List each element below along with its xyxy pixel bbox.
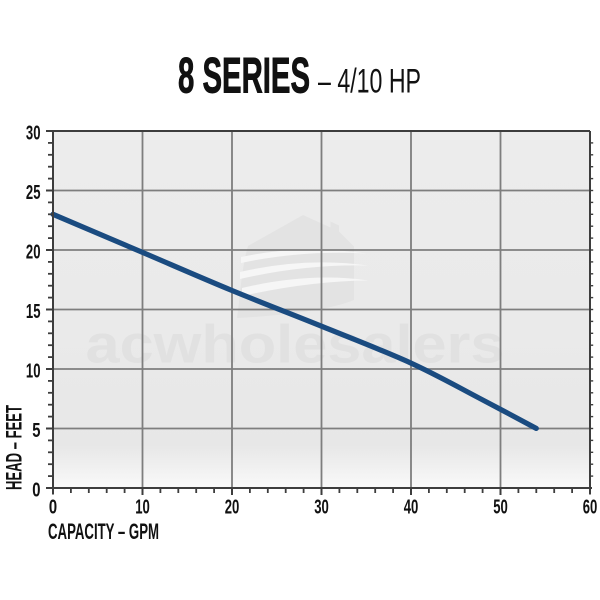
svg-text:– 4/10 HP: – 4/10 HP	[318, 63, 421, 101]
svg-text:30: 30	[314, 496, 329, 518]
svg-text:15: 15	[26, 300, 41, 322]
svg-text:0: 0	[32, 478, 40, 501]
svg-text:HEAD – FEET: HEAD – FEET	[2, 405, 27, 490]
svg-text:50: 50	[493, 496, 508, 518]
svg-text:10: 10	[135, 496, 150, 518]
svg-text:20: 20	[26, 241, 41, 263]
svg-text:8 SERIES: 8 SERIES	[178, 48, 310, 104]
svg-text:30: 30	[26, 122, 41, 144]
svg-text:acwholesalers: acwholesalers	[86, 315, 505, 375]
svg-text:10: 10	[26, 360, 41, 382]
svg-text:20: 20	[225, 496, 240, 518]
svg-text:40: 40	[404, 496, 419, 518]
svg-text:5: 5	[32, 419, 40, 442]
svg-text:25: 25	[26, 181, 41, 203]
svg-text:0: 0	[49, 495, 57, 518]
svg-text:CAPACITY – GPM: CAPACITY – GPM	[48, 519, 159, 544]
svg-text:60: 60	[583, 496, 598, 518]
